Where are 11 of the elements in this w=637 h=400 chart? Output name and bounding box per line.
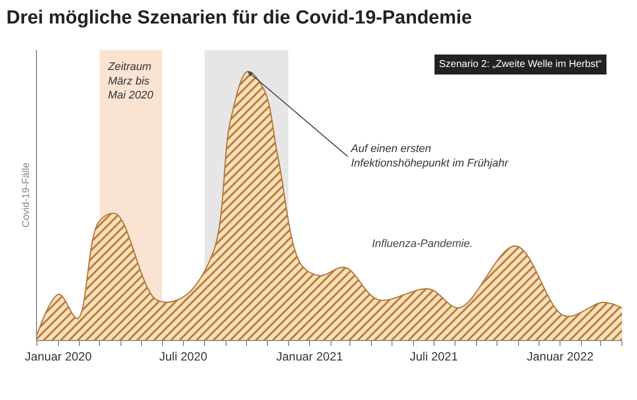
chart-title: Drei mögliche Szenarien für die Covid-19-Pandemie [6,7,472,28]
annotation: Auf einen ersten Infektionshöhepunkt im Frühjahr [350,143,510,170]
x-tick-label: Januar 2020 [24,349,92,364]
x-tick-label: Januar 2022 [526,349,594,364]
y-axis-title: Covid-19-Fälle [21,162,32,228]
chart-subtitle: Szenario 2: „Zweite Welle im Herbst“ [439,59,602,70]
band-label: Zeitraum März bis Mai 2020 [107,61,154,102]
x-tick-label: Juli 2020 [159,349,208,364]
x-tick-label: Juli 2021 [410,349,458,364]
x-tick-label: Januar 2021 [276,349,344,364]
annotation: Influenza-Pandemie. [372,238,473,250]
